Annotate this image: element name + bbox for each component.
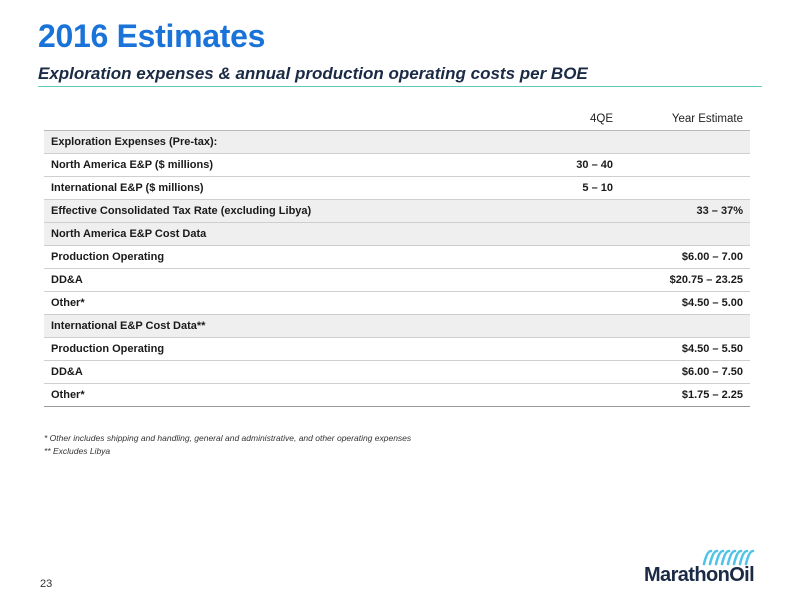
row-label: Production Operating xyxy=(44,245,488,269)
marathon-oil-logo: MarathonOil xyxy=(644,548,764,590)
row-4qe-value xyxy=(488,337,620,361)
table-header-row: 4QE Year Estimate xyxy=(44,108,750,131)
column-header-year-estimate: Year Estimate xyxy=(620,108,750,131)
row-year-value xyxy=(620,176,750,200)
row-label: DD&A xyxy=(44,268,488,292)
table-row: Exploration Expenses (Pre-tax): xyxy=(44,130,750,154)
page-subtitle: Exploration expenses & annual production… xyxy=(38,64,588,83)
row-year-value: $4.50 – 5.00 xyxy=(620,291,750,315)
footnote-libya: ** Excludes Libya xyxy=(44,446,111,456)
table-row: International E&P ($ millions) 5 – 10 xyxy=(44,176,750,200)
row-year-value: $6.00 – 7.00 xyxy=(620,245,750,269)
table-row: DD&A $20.75 – 23.25 xyxy=(44,268,750,292)
row-label: DD&A xyxy=(44,360,488,384)
row-year-value: 33 – 37% xyxy=(620,199,750,223)
row-year-value: $4.50 – 5.50 xyxy=(620,337,750,361)
row-year-value xyxy=(620,130,750,154)
table-row: International E&P Cost Data** xyxy=(44,314,750,338)
row-year-value xyxy=(620,153,750,177)
table-row: Effective Consolidated Tax Rate (excludi… xyxy=(44,199,750,223)
row-4qe-value xyxy=(488,199,620,223)
row-label: Effective Consolidated Tax Rate (excludi… xyxy=(44,199,488,223)
table-row: Other* $1.75 – 2.25 xyxy=(44,383,750,407)
row-4qe-value xyxy=(488,360,620,384)
row-year-value: $1.75 – 2.25 xyxy=(620,383,750,407)
row-4qe-value xyxy=(488,268,620,292)
wave-icon xyxy=(702,549,755,566)
table-row: Production Operating $6.00 – 7.00 xyxy=(44,245,750,269)
row-4qe-value xyxy=(488,245,620,269)
row-label: Exploration Expenses (Pre-tax): xyxy=(44,130,488,154)
row-4qe-value: 5 – 10 xyxy=(488,176,620,200)
row-year-value: $6.00 – 7.50 xyxy=(620,360,750,384)
row-4qe-value xyxy=(488,130,620,154)
row-4qe-value xyxy=(488,383,620,407)
column-header-label xyxy=(44,108,488,131)
row-year-value xyxy=(620,314,750,338)
row-label: Other* xyxy=(44,291,488,315)
column-header-4qe: 4QE xyxy=(488,108,620,131)
footnote-other: * Other includes shipping and handling, … xyxy=(44,433,412,443)
row-label: Production Operating xyxy=(44,337,488,361)
row-4qe-value: 30 – 40 xyxy=(488,153,620,177)
row-label: International E&P Cost Data** xyxy=(44,314,488,338)
row-4qe-value xyxy=(488,222,620,246)
row-4qe-value xyxy=(488,314,620,338)
table-row: Other* $4.50 – 5.00 xyxy=(44,291,750,315)
table-row: Production Operating $4.50 – 5.50 xyxy=(44,337,750,361)
row-label: North America E&P Cost Data xyxy=(44,222,488,246)
title-divider xyxy=(38,86,762,87)
row-4qe-value xyxy=(488,291,620,315)
table-row: DD&A $6.00 – 7.50 xyxy=(44,360,750,384)
row-year-value: $20.75 – 23.25 xyxy=(620,268,750,292)
row-label: Other* xyxy=(44,383,488,407)
estimates-table: 4QE Year Estimate Exploration Expenses (… xyxy=(44,108,750,407)
row-label: International E&P ($ millions) xyxy=(44,176,488,200)
page-number: 23 xyxy=(40,578,53,590)
table-row: North America E&P Cost Data xyxy=(44,222,750,246)
row-label: North America E&P ($ millions) xyxy=(44,153,488,177)
page-title: 2016 Estimates xyxy=(38,18,266,54)
logo-text: MarathonOil xyxy=(644,564,755,586)
table-row: North America E&P ($ millions) 30 – 40 xyxy=(44,153,750,177)
row-year-value xyxy=(620,222,750,246)
